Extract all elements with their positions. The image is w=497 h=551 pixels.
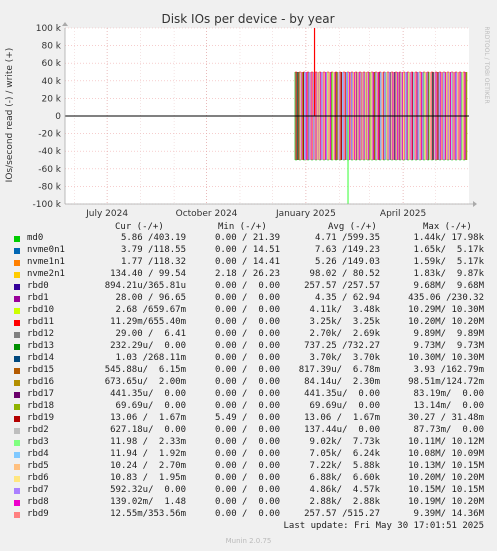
- y-tick-label: -20 k: [38, 130, 62, 140]
- munin-version: Munin 2.0.75: [225, 537, 272, 545]
- tick-labels: 100 k 80 k 60 k 40 k 20 k 0 -20 k -40 k -60 k -80…: [33, 24, 427, 219]
- y-tick-label: -40 k: [38, 147, 62, 157]
- y-tick-label: 80 k: [41, 42, 61, 52]
- spikes: [313, 28, 349, 204]
- x-tick-label: January 2025: [275, 209, 336, 219]
- x-axis-arrow: [473, 201, 477, 207]
- y-tick-label: 40 k: [41, 77, 61, 87]
- y-tick-label: 100 k: [36, 24, 62, 34]
- axes: [62, 22, 477, 207]
- x-tick-label: October 2024: [176, 209, 238, 219]
- y-tick-label: -80 k: [38, 182, 62, 192]
- x-tick-label: April 2025: [380, 209, 426, 219]
- y-tick-label: 0: [55, 112, 61, 122]
- y-tick-label: -100 k: [33, 200, 62, 210]
- rrdtool-credit: RRDTOOL / TOBI OETIKER: [483, 26, 490, 103]
- y-tick-label: -60 k: [38, 165, 62, 175]
- last-update: Last update: Fri May 30 17:01:51 2025: [283, 521, 484, 531]
- chart-title: Disk IOs per device - by year: [161, 12, 334, 26]
- y-tick-label: 60 k: [41, 59, 61, 69]
- x-tick-label: July 2024: [85, 209, 128, 219]
- y-axis-label: IOs/second read (-) / write (+): [5, 48, 15, 183]
- y-tick-label: 20 k: [41, 94, 61, 104]
- y-axis-arrow: [62, 22, 68, 26]
